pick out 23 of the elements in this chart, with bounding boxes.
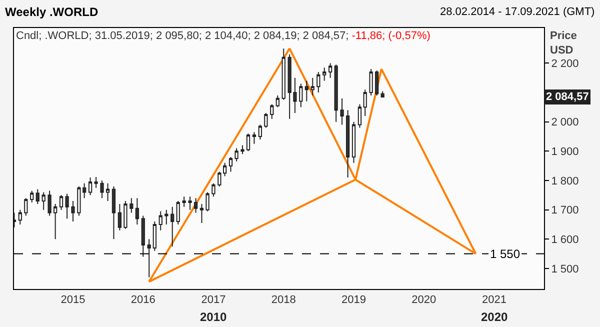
y-tick-label: 1 700 — [551, 204, 579, 217]
annotation: Cndl; .WORLD; 31.05.2019; 2 095,80; 2 104,40; 2 084,19; 2 084,57; — [16, 30, 349, 42]
text: 2 084,57 — [546, 91, 589, 103]
chart-title: Weekly .WORLD — [5, 5, 98, 19]
x-tick-label: 2016 — [130, 294, 156, 306]
y-axis-title: Price USD — [550, 30, 577, 56]
x-tick-label: 2020 — [412, 294, 436, 306]
y-tick-label: 1 500 — [551, 263, 579, 276]
x-tick-label: 2021 — [482, 294, 506, 306]
text: 2010 — [200, 310, 228, 324]
y-tick-label: 1 800 — [551, 175, 579, 188]
y-tick-label: 2 000 — [551, 116, 579, 129]
x-tick-label: 2018 — [271, 294, 296, 306]
text: 2020 — [481, 310, 508, 324]
annotation: -11,86; (-0,57%) — [352, 30, 430, 42]
chart-subtitle: 28.02.2014 - 17.09.2021 (GMT) — [440, 6, 595, 18]
y-tick-label: 1 600 — [551, 234, 579, 246]
ref-line-label: 1 550 — [490, 247, 520, 261]
y-tick-label: 2 200 — [551, 58, 579, 70]
x-tick-label: 2015 — [60, 294, 86, 306]
x-tick-label: 2019 — [342, 294, 366, 306]
y-tick-label: 1 900 — [551, 146, 579, 158]
x-tick-label: 2017 — [201, 294, 226, 306]
